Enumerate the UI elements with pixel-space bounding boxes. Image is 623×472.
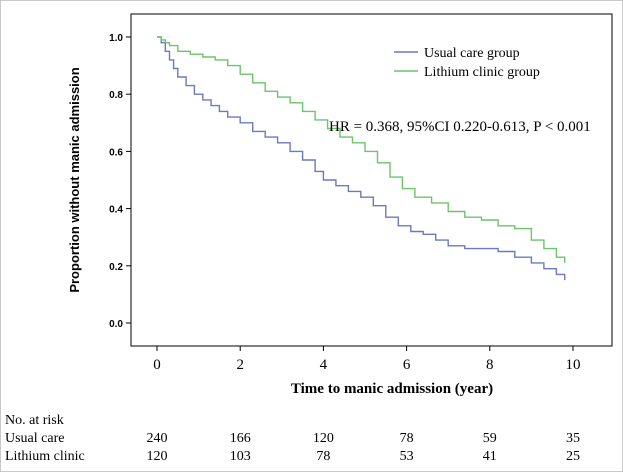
y-tick-label: 0.8: [109, 90, 123, 101]
risk-cell: 25: [566, 449, 580, 464]
series-layer: [157, 36, 566, 281]
y-tick-label: 0.2: [109, 262, 123, 273]
risk-cell: 120: [146, 449, 168, 464]
risk-row-label-usual-care: Usual care: [5, 431, 65, 446]
hazard-ratio-annotation: HR = 0.368, 95%CI 0.220-0.613, P < 0.001: [329, 119, 591, 135]
risk-cell: 35: [566, 431, 580, 446]
x-tick-label: 4: [320, 357, 328, 373]
legend: Usual care group Lithium clinic group: [394, 46, 540, 80]
risk-cell: 120: [312, 431, 334, 446]
y-tick-label: 0.6: [109, 147, 123, 158]
x-tick-label: 8: [486, 357, 494, 373]
risk-row-label-lithium-clinic: Lithium clinic: [5, 449, 85, 464]
risk-cell: 78: [399, 431, 414, 446]
x-tick-label: 0: [153, 357, 161, 373]
y-axis-label: Proportion without manic admission: [67, 67, 82, 292]
risk-cell: 53: [399, 449, 414, 464]
risk-cell: 240: [146, 431, 168, 446]
risk-cell: 41: [482, 449, 497, 464]
legend-label-lithium-clinic: Lithium clinic group: [424, 65, 540, 80]
y-tick-label: 1.0: [109, 33, 123, 44]
y-tick-label: 0.4: [109, 205, 123, 216]
risk-table-title: No. at risk: [5, 413, 64, 428]
y-tick-label: 0.0: [109, 319, 123, 330]
series-line-lithium-clinic: [157, 36, 566, 263]
x-tick-label: 2: [236, 357, 244, 373]
risk-cell: 78: [316, 449, 331, 464]
plot-area: [130, 13, 613, 347]
risk-cell: 103: [229, 449, 251, 464]
x-tick-label: 6: [403, 357, 411, 373]
series-line-usual-care: [157, 36, 566, 281]
risk-cell: 166: [229, 431, 251, 446]
legend-label-usual-care: Usual care group: [424, 46, 520, 61]
y-axis-ticks: 0.0 0.2 0.4 0.6 0.8 1.0: [109, 33, 131, 330]
risk-cell: 59: [482, 431, 497, 446]
x-tick-label: 10: [566, 357, 581, 373]
x-axis-ticks: 0 2 4 6 8 10: [153, 346, 581, 373]
x-axis-label: Time to manic admission (year): [291, 381, 493, 397]
